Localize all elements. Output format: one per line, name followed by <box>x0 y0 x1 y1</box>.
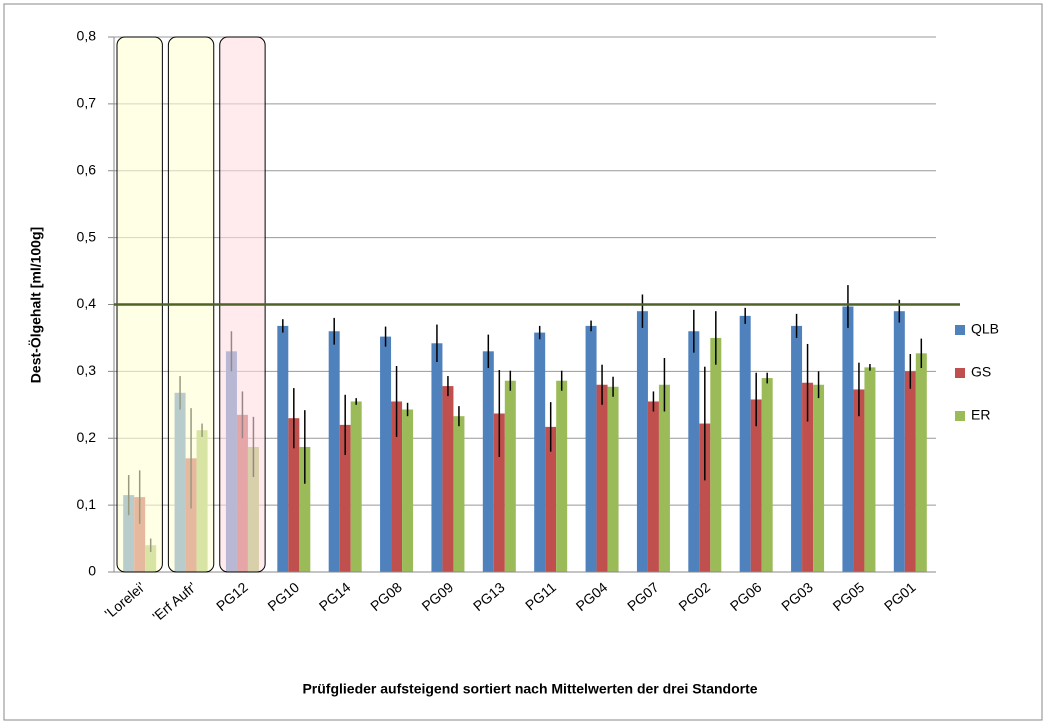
bar <box>299 446 311 572</box>
bar <box>915 353 927 572</box>
legend-label: GS <box>971 364 991 380</box>
y-tick-label: 0,5 <box>77 228 97 244</box>
y-tick-label: 0 <box>88 563 96 579</box>
bar <box>853 389 865 572</box>
bar <box>842 306 854 572</box>
bar <box>493 413 505 572</box>
bar <box>545 426 557 572</box>
bar <box>864 367 876 572</box>
bar <box>710 337 722 572</box>
bar <box>893 311 905 572</box>
bar <box>761 378 773 572</box>
bar <box>699 423 711 572</box>
legend-label: QLB <box>971 321 999 337</box>
y-tick-label: 0,4 <box>77 295 97 311</box>
y-tick-label: 0,8 <box>77 28 97 44</box>
bar <box>288 418 300 572</box>
bar <box>328 331 340 572</box>
bar <box>813 384 825 572</box>
y-tick-label: 0,7 <box>77 95 97 111</box>
y-tick-label: 0,1 <box>77 496 97 512</box>
legend-swatch <box>955 325 965 335</box>
bar <box>596 384 608 572</box>
bar <box>904 371 916 572</box>
bar <box>380 336 392 572</box>
bar <box>607 386 619 572</box>
bar <box>636 311 648 572</box>
bar <box>688 331 700 572</box>
bar <box>350 401 362 572</box>
bar <box>442 386 454 572</box>
bar <box>504 380 516 572</box>
bar <box>277 325 289 572</box>
bar <box>482 351 494 572</box>
legend-label: ER <box>971 407 990 423</box>
bar <box>658 384 670 572</box>
y-tick-label: 0,3 <box>77 362 97 378</box>
bar <box>534 332 546 572</box>
bar <box>791 325 803 572</box>
x-axis-title: Prüfglieder aufsteigend sortiert nach Mi… <box>302 681 757 697</box>
legend-swatch <box>955 368 965 378</box>
bar <box>339 424 351 572</box>
bar <box>750 399 762 572</box>
y-tick-label: 0,6 <box>77 161 97 177</box>
bar <box>402 409 414 572</box>
bar <box>647 401 659 572</box>
bar <box>802 382 814 572</box>
legend-swatch <box>955 411 965 421</box>
y-tick-label: 0,2 <box>77 429 97 445</box>
bar <box>739 315 751 572</box>
bar <box>431 343 443 572</box>
bar <box>556 380 568 572</box>
bar <box>585 325 597 572</box>
y-axis-title: Dest-Ölgehalt [ml/100g] <box>28 227 44 383</box>
bar <box>391 401 403 572</box>
bar <box>453 416 465 572</box>
